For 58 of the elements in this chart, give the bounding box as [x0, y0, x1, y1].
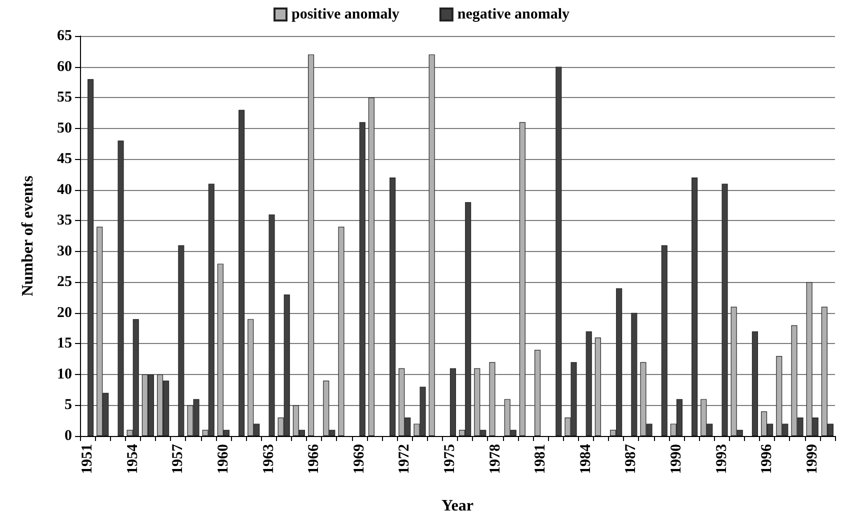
y-tick-label: 55	[57, 90, 72, 106]
x-tick-label: 1951	[80, 444, 96, 474]
y-tick-label: 0	[64, 428, 72, 444]
bar	[519, 122, 526, 436]
x-tick-label: 1972	[396, 444, 413, 474]
y-tick-label: 45	[57, 151, 72, 168]
bar	[238, 110, 245, 436]
y-tick-label: 5	[64, 397, 72, 414]
bar	[722, 184, 728, 436]
x-tick-label: 1990	[668, 444, 684, 474]
y-tick-label: 30	[57, 243, 72, 260]
bar	[338, 226, 344, 436]
bar	[359, 122, 366, 436]
x-tick-label: 1954	[124, 444, 141, 474]
x-tick-label: 1957	[170, 444, 186, 474]
bar	[661, 245, 668, 436]
x-tick-label: 1981	[532, 444, 549, 474]
y-tick-label: 40	[57, 182, 72, 198]
y-tick-label: 65	[57, 28, 72, 44]
bar	[450, 368, 456, 436]
bar	[308, 54, 314, 436]
legend-label: negative anomaly	[457, 6, 570, 22]
x-tick-label: 1987	[623, 444, 640, 474]
bar	[118, 140, 124, 436]
bar	[556, 66, 562, 436]
bar	[489, 362, 496, 436]
bar	[586, 331, 592, 436]
x-tick-label: 1960	[215, 444, 232, 474]
bar	[178, 245, 184, 436]
x-tick-label: 1984	[578, 444, 594, 474]
x-tick-label: 1999	[804, 444, 820, 474]
bar	[631, 312, 638, 436]
y-tick-label: 15	[57, 336, 72, 352]
y-tick-label: 10	[57, 366, 72, 382]
y-tick-label: 20	[57, 304, 72, 321]
bar	[594, 338, 601, 436]
x-tick-label: 1975	[442, 444, 458, 474]
bar	[268, 214, 275, 436]
bar	[428, 54, 435, 436]
y-tick-label: 60	[57, 58, 72, 75]
x-tick-label: 1996	[759, 444, 776, 474]
x-axis-title: Year	[442, 498, 474, 514]
legend-label: positive anomaly	[292, 6, 400, 22]
bar	[692, 178, 698, 436]
bar	[534, 350, 541, 436]
y-tick-label: 35	[57, 212, 72, 229]
x-tick-label: 1978	[487, 444, 504, 474]
y-axis-title: Number of events	[20, 176, 36, 296]
x-tick-label: 1963	[260, 444, 277, 474]
bar	[752, 331, 758, 436]
bar	[368, 98, 374, 436]
x-tick-label: 1993	[714, 444, 730, 474]
y-tick-label: 50	[57, 120, 72, 136]
x-tick-label: 1966	[306, 444, 322, 474]
x-tick-label: 1969	[351, 444, 368, 474]
bar	[390, 178, 396, 436]
y-tick-label: 25	[57, 274, 72, 290]
bar	[88, 79, 94, 436]
